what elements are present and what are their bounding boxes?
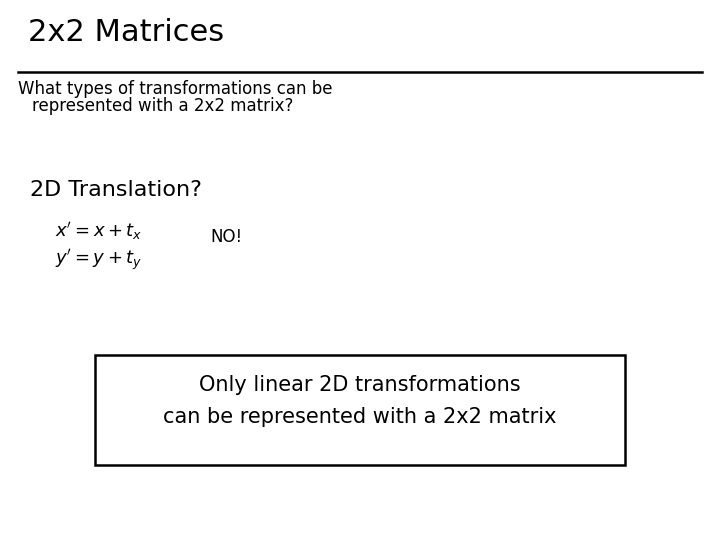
Text: $x'= x+t_x$: $x'= x+t_x$	[55, 220, 143, 242]
Text: $y'= y+t_y$: $y'= y+t_y$	[55, 248, 143, 273]
Text: NO!: NO!	[210, 228, 242, 246]
Text: Only linear 2D transformations: Only linear 2D transformations	[199, 375, 521, 395]
Text: 2D Translation?: 2D Translation?	[30, 180, 202, 200]
FancyBboxPatch shape	[95, 355, 625, 465]
Text: What types of transformations can be: What types of transformations can be	[18, 80, 333, 98]
Text: represented with a 2x2 matrix?: represented with a 2x2 matrix?	[32, 97, 293, 115]
Text: 2x2 Matrices: 2x2 Matrices	[28, 18, 224, 47]
Text: can be represented with a 2x2 matrix: can be represented with a 2x2 matrix	[163, 407, 557, 427]
